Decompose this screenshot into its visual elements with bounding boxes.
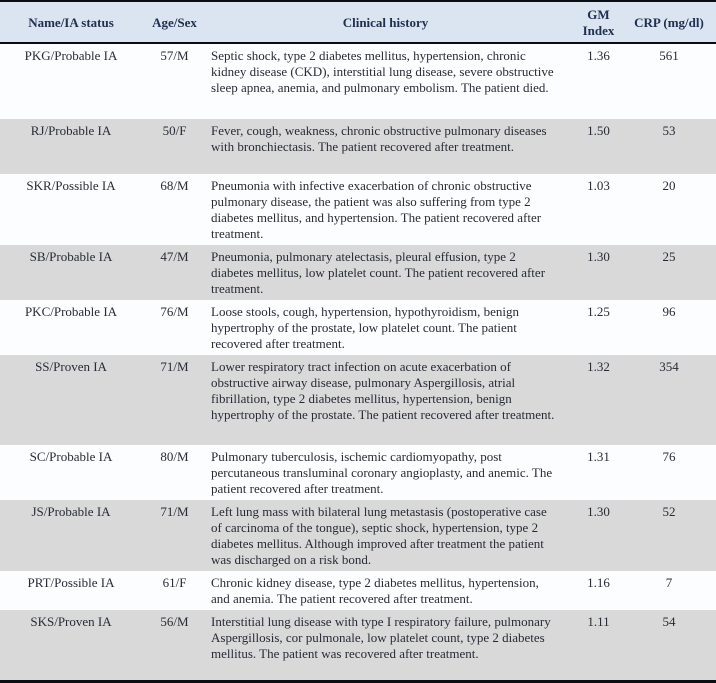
cell-name-ia-status: PKC/Probable IA	[24, 304, 118, 319]
cell-age-sex: 47/M	[160, 249, 189, 264]
cell-clinical-history: Pneumonia with infective exacerbation of…	[211, 178, 542, 241]
cell-age-sex: 56/M	[160, 614, 189, 629]
cell-age-sex: 57/M	[160, 48, 189, 63]
cell-name-ia-status: JS/Probable IA	[31, 504, 111, 519]
cell-age-sex: 50/F	[162, 123, 187, 138]
column-header-name-ia-status: Name/IA status	[0, 11, 142, 34]
cell-clinical-history: Fever, cough, weakness, chronic obstruct…	[211, 123, 547, 154]
cell-age-sex: 68/M	[160, 178, 189, 193]
cell-clinical-history: Interstitial lung disease with type I re…	[211, 614, 551, 661]
cell-gm-index: 1.03	[587, 178, 610, 193]
cell-name-ia-status: RJ/Probable IA	[30, 123, 112, 138]
cell-age-sex: 76/M	[160, 304, 189, 319]
table-row-prt: PRT/Possible IA 61/F Chronic kidney dise…	[0, 571, 716, 610]
cell-crp: 53	[662, 123, 676, 138]
cell-gm-index: 1.36	[587, 48, 610, 63]
column-header-age-sex: Age/Sex	[142, 11, 207, 34]
cell-name-ia-status: SC/Probable IA	[29, 449, 113, 464]
cell-age-sex: 71/M	[160, 504, 189, 519]
cell-crp: 7	[665, 575, 673, 590]
table-header-row: Name/IA status Age/Sex Clinical history …	[0, 2, 716, 44]
cell-clinical-history: Septic shock, type 2 diabetes mellitus, …	[211, 48, 554, 95]
cell-crp: 52	[662, 504, 676, 519]
table-row-pkc: PKC/Probable IA 76/M Loose stools, cough…	[0, 300, 716, 355]
cell-gm-index: 1.30	[587, 249, 610, 264]
column-header-label: Age/Sex	[152, 14, 197, 30]
cell-clinical-history: Lower respiratory tract infection on acu…	[211, 359, 555, 422]
table-row-skr: SKR/Possible IA 68/M Pneumonia with infe…	[0, 174, 716, 245]
cell-clinical-history: Pulmonary tuberculosis, ischemic cardiom…	[211, 449, 553, 496]
column-header-crp: CRP (mg/dl)	[632, 11, 716, 34]
cell-crp: 25	[662, 249, 676, 264]
column-header-clinical-history: Clinical history	[207, 11, 565, 34]
cell-gm-index: 1.25	[587, 304, 610, 319]
cell-gm-index: 1.11	[587, 614, 610, 629]
column-header-label: Name/IA status	[28, 14, 114, 30]
cell-gm-index: 1.30	[587, 504, 610, 519]
cell-clinical-history: Left lung mass with bilateral lung metas…	[211, 504, 547, 567]
cell-clinical-history: Pneumonia, pulmonary atelectasis, pleura…	[211, 249, 546, 296]
table-row-js: JS/Probable IA 71/M Left lung mass with …	[0, 500, 716, 571]
table-row-pkg: PKG/Probable IA 57/M Septic shock, type …	[0, 44, 716, 119]
cell-crp: 561	[659, 48, 679, 63]
table-row-ss: SS/Proven IA 71/M Lower respiratory trac…	[0, 355, 716, 445]
cell-name-ia-status: SB/Probable IA	[29, 249, 113, 264]
cell-crp: 20	[662, 178, 676, 193]
column-header-label: Clinical history	[342, 14, 429, 30]
cell-name-ia-status: SS/Proven IA	[35, 359, 107, 374]
cell-age-sex: 61/F	[162, 575, 187, 590]
table-row-rj: RJ/Probable IA 50/F Fever, cough, weakne…	[0, 119, 716, 174]
cell-crp: 96	[662, 304, 676, 319]
cell-age-sex: 71/M	[160, 359, 189, 374]
cell-name-ia-status: SKR/Possible IA	[26, 178, 116, 193]
cell-gm-index: 1.50	[587, 123, 610, 138]
cell-age-sex: 80/M	[160, 449, 189, 464]
cell-crp: 354	[659, 359, 679, 374]
cell-clinical-history: Chronic kidney disease, type 2 diabetes …	[211, 575, 539, 606]
cell-name-ia-status: SKS/Proven IA	[30, 614, 112, 629]
cell-crp: 54	[662, 614, 676, 629]
cell-gm-index: 1.32	[587, 359, 610, 374]
table-row-sks: SKS/Proven IA 56/M Interstitial lung dis…	[0, 610, 716, 680]
cell-gm-index: 1.31	[587, 449, 610, 464]
cell-gm-index: 1.16	[587, 575, 610, 590]
cell-name-ia-status: PKG/Probable IA	[24, 48, 118, 63]
column-header-label: CRP (mg/dl)	[634, 14, 704, 30]
column-header-label: GM Index	[582, 6, 615, 38]
cell-name-ia-status: PRT/Possible IA	[27, 575, 115, 590]
column-header-gm-index: GM Index	[565, 3, 632, 42]
cell-crp: 76	[662, 449, 676, 464]
table-row-sb: SB/Probable IA 47/M Pneumonia, pulmonary…	[0, 245, 716, 300]
cell-clinical-history: Loose stools, cough, hypertension, hypot…	[211, 304, 520, 351]
table-row-sc: SC/Probable IA 80/M Pulmonary tuberculos…	[0, 445, 716, 500]
